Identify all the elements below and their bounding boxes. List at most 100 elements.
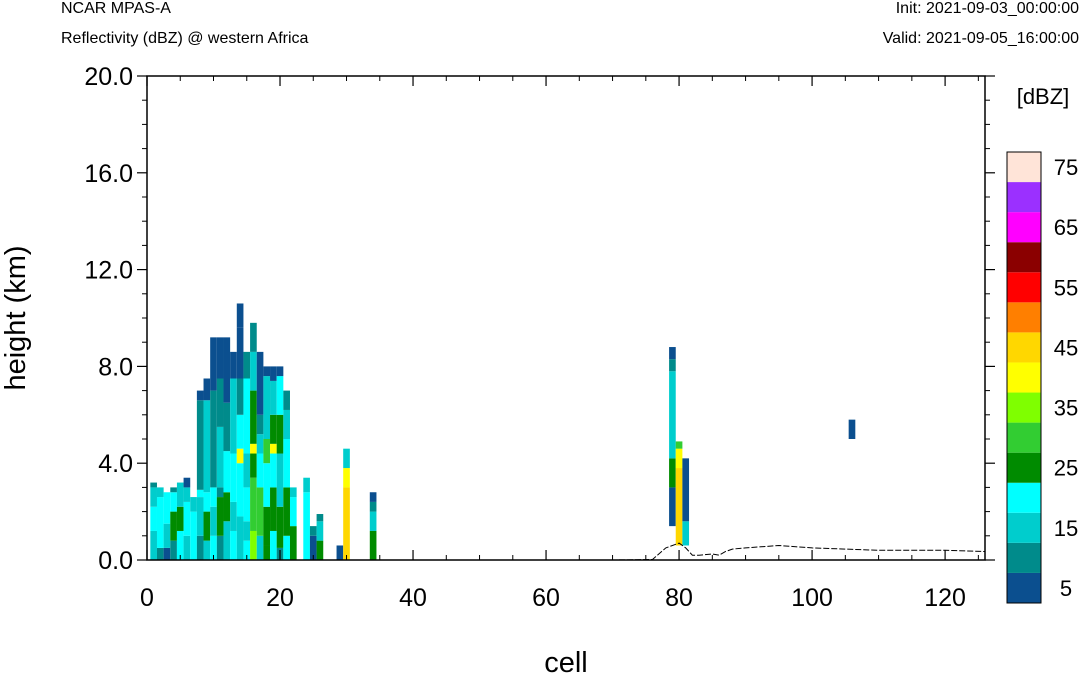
reflectivity-cell bbox=[270, 366, 277, 381]
reflectivity-cell bbox=[276, 506, 284, 548]
x-tick-label: 60 bbox=[532, 584, 560, 612]
reflectivity-cell bbox=[170, 492, 177, 512]
reflectivity-cell bbox=[316, 540, 324, 560]
reflectivity-cell bbox=[669, 487, 676, 527]
reflectivity-cell bbox=[156, 497, 164, 548]
reflectivity-cell bbox=[256, 453, 264, 488]
colorbar-swatch bbox=[1007, 332, 1041, 363]
x-tick-label: 100 bbox=[791, 584, 833, 612]
reflectivity-cell bbox=[203, 378, 211, 401]
reflectivity-cell bbox=[176, 482, 184, 507]
reflectivity-cell bbox=[270, 530, 277, 560]
x-tick-label: 120 bbox=[924, 584, 966, 612]
reflectivity-cell bbox=[303, 477, 310, 493]
reflectivity-cell bbox=[243, 378, 251, 454]
reflectivity-cell bbox=[203, 492, 211, 512]
reflectivity-cell bbox=[283, 439, 290, 488]
y-tick-label: 0.0 bbox=[98, 547, 133, 575]
colorbar-tick-label: 5 bbox=[1060, 576, 1072, 601]
reflectivity-cell bbox=[216, 535, 224, 560]
header-valid-time: Valid: 2021-09-05_16:00:00 bbox=[882, 30, 1079, 47]
header-title: NCAR MPAS-A bbox=[61, 0, 171, 17]
reflectivity-cell bbox=[196, 390, 204, 401]
reflectivity-cell bbox=[250, 443, 257, 454]
reflectivity-cell bbox=[236, 327, 244, 379]
reflectivity-cell bbox=[270, 414, 277, 444]
reflectivity-cell bbox=[236, 303, 244, 328]
reflectivity-cell bbox=[223, 337, 231, 403]
reflectivity-cell bbox=[250, 477, 257, 531]
reflectivity-cell bbox=[276, 453, 284, 507]
reflectivity-cell bbox=[256, 487, 264, 536]
reflectivity-cell bbox=[210, 390, 217, 488]
reflectivity-cell bbox=[682, 521, 690, 546]
reflectivity-cell bbox=[343, 448, 350, 469]
reflectivity-cell bbox=[190, 511, 197, 560]
reflectivity-cell bbox=[183, 487, 191, 502]
reflectivity-cell bbox=[216, 337, 224, 379]
reflectivity-cell bbox=[263, 463, 271, 507]
reflectivity-cell bbox=[223, 521, 231, 560]
colorbar-swatch bbox=[1007, 212, 1041, 243]
reflectivity-cell bbox=[243, 521, 251, 541]
reflectivity-cell bbox=[669, 458, 676, 488]
reflectivity-cell bbox=[263, 439, 271, 464]
reflectivity-cell bbox=[270, 453, 277, 488]
reflectivity-cell bbox=[250, 530, 257, 560]
reflectivity-cell bbox=[170, 540, 177, 560]
reflectivity-cell bbox=[369, 530, 377, 560]
reflectivity-cell bbox=[190, 497, 197, 512]
reflectivity-cell bbox=[675, 441, 683, 449]
colorbar-swatch bbox=[1007, 152, 1041, 183]
colorbar-swatch bbox=[1007, 302, 1041, 333]
colorbar-title: [dBZ] bbox=[1017, 84, 1070, 109]
colorbar-tick-label: 55 bbox=[1054, 275, 1078, 300]
reflectivity-cell bbox=[283, 535, 290, 560]
reflectivity-cell bbox=[243, 453, 251, 488]
reflectivity-cell bbox=[150, 487, 157, 507]
reflectivity-cell bbox=[223, 492, 231, 522]
reflectivity-cell bbox=[236, 378, 244, 415]
x-tick-label: 80 bbox=[665, 584, 693, 612]
reflectivity-cell bbox=[289, 497, 297, 527]
reflectivity-cell bbox=[256, 535, 264, 560]
x-tick-label: 40 bbox=[399, 584, 427, 612]
reflectivity-cell bbox=[283, 390, 290, 410]
reflectivity-cell bbox=[196, 535, 204, 560]
y-tick-label: 4.0 bbox=[98, 450, 133, 478]
reflectivity-cell bbox=[230, 378, 237, 454]
x-axis-label: cell bbox=[544, 647, 588, 677]
x-tick-label: 20 bbox=[266, 584, 294, 612]
reflectivity-cell bbox=[250, 322, 257, 352]
reflectivity-cell bbox=[230, 453, 237, 502]
reflectivity-cell bbox=[203, 540, 211, 560]
colorbar-swatch bbox=[1007, 182, 1041, 213]
reflectivity-cell bbox=[216, 426, 224, 488]
colorbar: 5 15 25 35 45 55 65 75 bbox=[1006, 151, 1078, 604]
reflectivity-cell bbox=[263, 376, 271, 439]
reflectivity-cell bbox=[236, 448, 244, 464]
reflectivity-cell bbox=[270, 443, 277, 454]
reflectivity-cell bbox=[216, 497, 224, 536]
reflectivity-cell bbox=[223, 451, 231, 493]
reflectivity-cell bbox=[270, 380, 277, 415]
reflectivity-cell bbox=[210, 506, 217, 536]
reflectivity-cell bbox=[309, 526, 317, 536]
colorbar-swatch bbox=[1007, 542, 1041, 573]
reflectivity-cell bbox=[203, 511, 211, 541]
colorbar-swatch bbox=[1007, 392, 1041, 423]
reflectivity-cell bbox=[289, 487, 297, 498]
reflectivity-cell bbox=[170, 511, 177, 541]
reflectivity-cell bbox=[230, 530, 237, 560]
reflectivity-cell bbox=[176, 506, 184, 531]
reflectivity-cell bbox=[183, 535, 191, 560]
reflectivity-cell bbox=[210, 337, 217, 391]
colorbar-tick-label: 25 bbox=[1054, 456, 1078, 481]
reflectivity-cell bbox=[250, 390, 257, 444]
reflectivity-cell bbox=[243, 487, 251, 522]
y-axis: 0.0 4.0 8.0 12.0 16.0 20.0 bbox=[84, 63, 995, 575]
reflectivity-cell bbox=[675, 448, 683, 469]
y-axis-label: height (km) bbox=[0, 245, 32, 390]
reflectivity-cell bbox=[256, 414, 264, 435]
y-tick-label: 20.0 bbox=[84, 63, 133, 91]
